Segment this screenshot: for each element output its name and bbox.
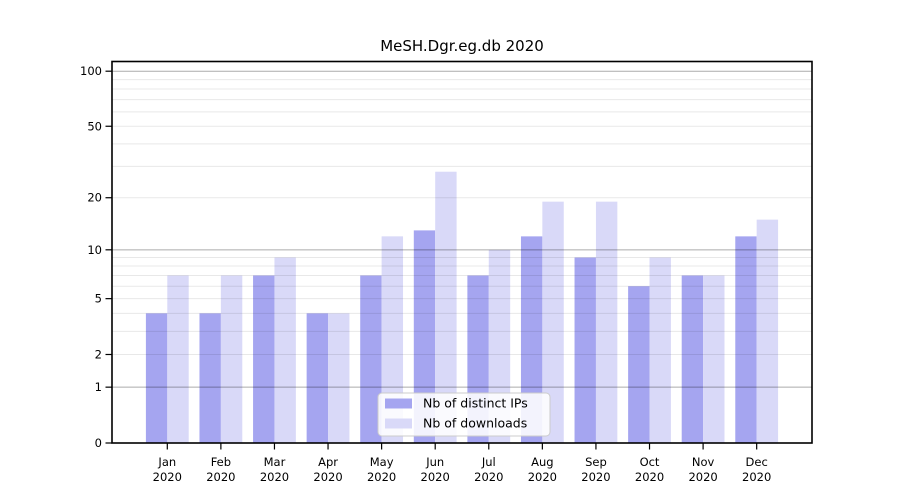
y-tick-label-100: 100 [80,64,102,78]
x-tick-label-year-may: 2020 [367,470,396,484]
x-tick-label-month-nov: Nov [692,455,715,469]
x-tick-label-year-nov: 2020 [688,470,717,484]
bar-distinct-ips-nov [681,275,704,443]
y-tick-label-5: 5 [95,292,102,306]
bar-distinct-ips-aug [520,236,543,443]
bar-downloads-may [381,236,404,443]
legend-label-distinct-ips: Nb of distinct IPs [423,396,528,411]
x-tick-label-month-aug: Aug [531,455,553,469]
bar-distinct-ips-jun [413,230,436,443]
y-tick-label-1: 1 [95,380,102,394]
x-tick-label-month-sep: Sep [585,455,607,469]
legend-swatch-downloads [385,418,412,429]
x-tick-label-month-jun: Jun [425,455,444,469]
bar-downloads-dec [756,219,779,443]
x-tick-label-year-dec: 2020 [742,470,771,484]
bar-distinct-ips-apr [306,313,329,443]
x-tick-label-month-oct: Oct [640,455,660,469]
y-tick-label-10: 10 [87,243,102,257]
bar-downloads-jun [435,171,457,444]
bar-downloads-oct [649,257,671,443]
x-tick-label-month-jul: Jul [481,455,496,469]
plot-border [111,60,813,444]
bar-downloads-sep [595,201,618,443]
x-tick-label-year-oct: 2020 [635,470,664,484]
x-tick-label-year-aug: 2020 [528,470,557,484]
x-tick-label-month-jan: Jan [157,455,176,469]
bar-downloads-nov [703,275,725,443]
x-tick-label-month-apr: Apr [318,455,338,469]
legend-box [377,392,551,437]
bar-downloads-mar [274,257,296,443]
y-tick-label-2: 2 [95,347,102,361]
bar-downloads-aug [542,201,564,443]
x-tick-label-year-mar: 2020 [260,470,289,484]
axes: 0125102050100Jan2020Feb2020Mar2020Apr202… [80,60,813,484]
x-tick-label-month-may: May [370,455,394,469]
x-tick-label-year-jul: 2020 [474,470,503,484]
x-tick-label-year-apr: 2020 [313,470,342,484]
bar-distinct-ips-mar [253,275,275,443]
bar-distinct-ips-sep [574,257,596,443]
y-tick-label-20: 20 [87,191,102,205]
x-tick-label-month-dec: Dec [746,455,768,469]
y-tick-label-50: 50 [87,119,102,133]
x-tick-label-year-feb: 2020 [206,470,235,484]
x-tick-label-year-sep: 2020 [581,470,610,484]
bar-downloads-feb [220,275,243,443]
bar-distinct-ips-may [360,275,382,443]
bar-distinct-ips-jan [145,313,168,443]
bar-distinct-ips-dec [735,236,757,443]
legend: Nb of distinct IPs Nb of downloads [377,392,551,437]
y-tick-label-0: 0 [95,436,102,450]
gridlines [112,70,812,388]
bar-distinct-ips-feb [199,313,221,443]
x-tick-label-year-jun: 2020 [421,470,450,484]
bar-downloads-apr [328,313,350,443]
legend-swatch-distinct-ips [385,398,412,409]
x-tick-label-year-jan: 2020 [153,470,182,484]
x-tick-label-month-feb: Feb [211,455,231,469]
legend-label-downloads: Nb of downloads [423,416,527,431]
bar-downloads-jan [167,275,189,443]
chart-title: MeSH.Dgr.eg.db 2020 [380,37,544,55]
bar-distinct-ips-oct [628,286,650,443]
x-tick-label-month-mar: Mar [264,455,286,469]
